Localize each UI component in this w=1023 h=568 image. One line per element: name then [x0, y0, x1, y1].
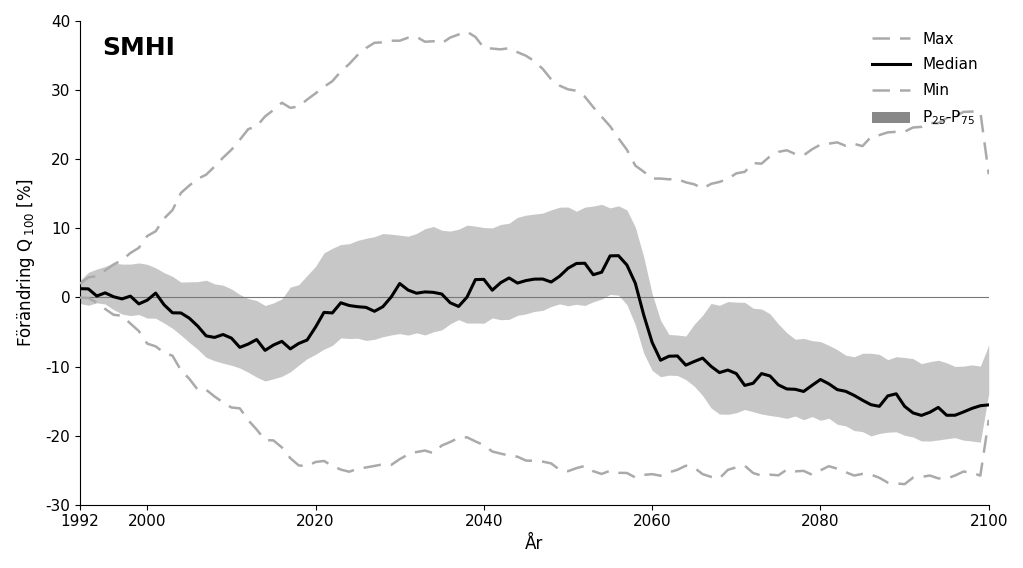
Legend: Max, Median, Min, P$_{25}$-P$_{75}$: Max, Median, Min, P$_{25}$-P$_{75}$: [865, 26, 984, 133]
X-axis label: År: År: [525, 535, 543, 553]
Y-axis label: Förändring Q$\,_{100}$ [%]: Förändring Q$\,_{100}$ [%]: [15, 178, 37, 348]
Text: SMHI: SMHI: [102, 36, 175, 60]
